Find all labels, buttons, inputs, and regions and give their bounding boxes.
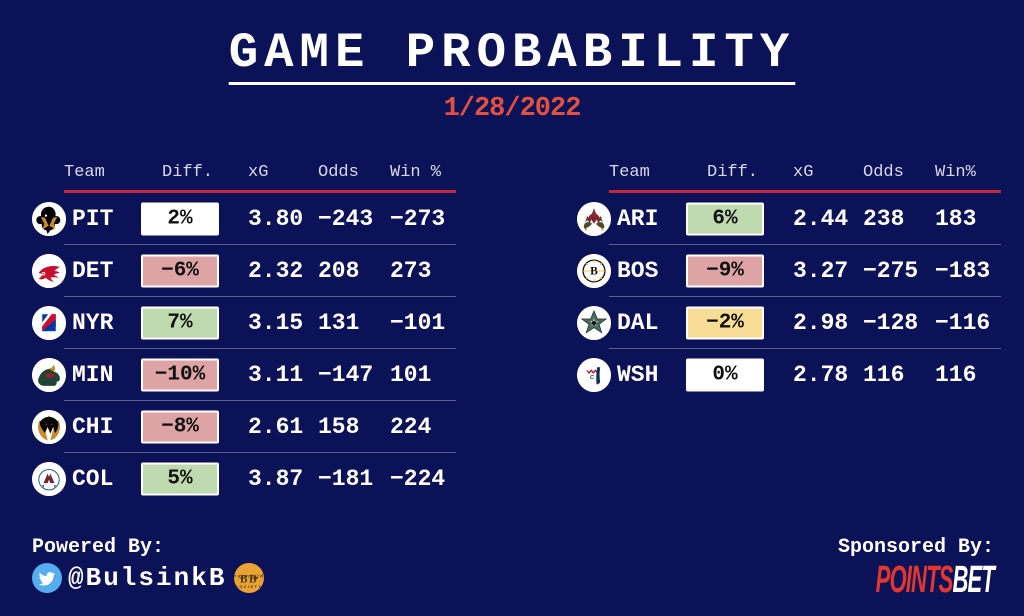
svg-text:C: C — [590, 375, 594, 381]
svg-text:B: B — [590, 264, 598, 277]
svg-text:SOCIETY: SOCIETY — [236, 585, 263, 589]
